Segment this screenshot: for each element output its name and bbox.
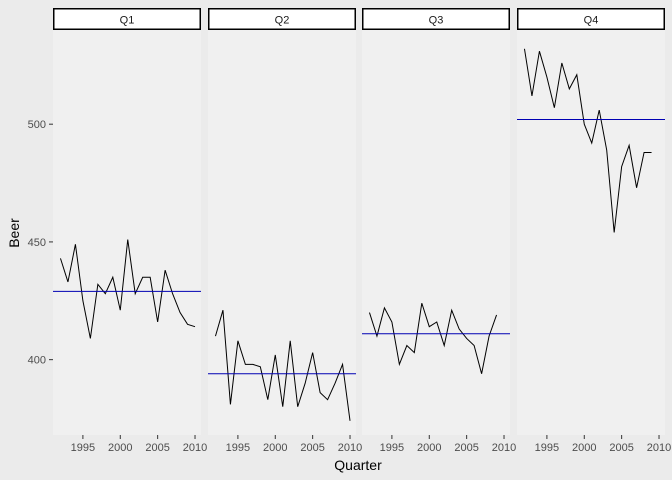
series-line [523, 48, 652, 233]
facet-strip-label: Q2 [275, 15, 290, 27]
x-tick-label: 2000 [572, 442, 596, 454]
facet-panels: Q1 1995 2000 2005 2010 Q2 1995 2000 2005 2010 Q3 19… [53, 8, 671, 454]
series-line [368, 302, 498, 374]
facet-strip [362, 8, 510, 30]
y-axis: 400 450 500 [28, 119, 53, 367]
x-tick-label: 1995 [226, 442, 250, 454]
x-tick-label: 1995 [380, 442, 404, 454]
y-axis-title: Beer [6, 218, 22, 248]
x-tick-label: 2005 [300, 442, 324, 454]
x-tick-label: 2005 [609, 442, 633, 454]
y-tick-label: 450 [28, 237, 46, 249]
panel-background [208, 30, 356, 435]
x-tick-label: 2005 [145, 442, 169, 454]
x-axis-title: Quarter [334, 457, 382, 473]
panel-background [517, 30, 665, 435]
series-line [59, 239, 196, 339]
facet-panel-q1: Q1 1995 2000 2005 2010 [53, 8, 207, 454]
panel-background [362, 30, 510, 435]
x-tick-label: 2010 [338, 442, 362, 454]
x-tick-label: 2000 [417, 442, 441, 454]
facet-panel-q2: Q2 1995 2000 2005 2010 [208, 8, 362, 454]
facet-panel-q3: Q3 1995 2000 2005 2010 [362, 8, 516, 454]
y-tick-label: 400 [28, 355, 46, 367]
x-tick-label: 1995 [71, 442, 95, 454]
y-tick-label: 500 [28, 119, 46, 131]
facet-strip-label: Q3 [429, 15, 444, 27]
x-tick-label: 2010 [492, 442, 516, 454]
x-tick-label: 2000 [108, 442, 132, 454]
facet-strip-label: Q1 [120, 15, 135, 27]
facet-strip [208, 8, 356, 30]
facet-strip [53, 8, 201, 30]
x-tick-label: 2000 [263, 442, 287, 454]
facet-panel-q4: Q4 1995 2000 2005 2010 [517, 8, 671, 454]
series-line [214, 310, 351, 421]
x-tick-label: 1995 [535, 442, 559, 454]
facet-strip [517, 8, 665, 30]
x-tick-label: 2010 [647, 442, 671, 454]
facet-strip-label: Q4 [584, 15, 599, 27]
x-tick-label: 2010 [183, 442, 207, 454]
panel-background [53, 30, 201, 435]
x-tick-label: 2005 [454, 442, 478, 454]
